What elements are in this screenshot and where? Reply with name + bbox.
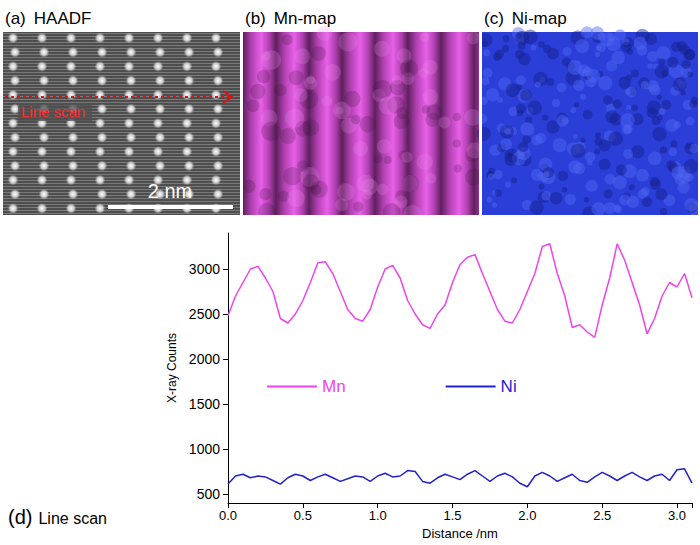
svg-text:Mn: Mn (322, 377, 346, 396)
svg-text:1000: 1000 (189, 441, 220, 457)
svg-text:2.0: 2.0 (518, 508, 536, 523)
html-text:(d) Line scan: (d) Line scan (8, 506, 107, 528)
svg-text:(a)HAADF: (a)HAADF (5, 9, 91, 28)
svg-text:1.5: 1.5 (443, 508, 461, 523)
svg-text:(c)Ni-map: (c)Ni-map (484, 9, 567, 28)
svg-text:0.5: 0.5 (294, 508, 312, 523)
svg-text:1500: 1500 (189, 396, 220, 412)
svg-text:1.0: 1.0 (369, 508, 387, 523)
svg-text:Ni: Ni (501, 377, 517, 396)
svg-text:2 nm: 2 nm (148, 180, 192, 202)
svg-text:(b)Mn-map: (b)Mn-map (245, 9, 336, 28)
svg-text:2.5: 2.5 (593, 508, 611, 523)
svg-text:Line scan: Line scan (21, 103, 85, 120)
svg-text:3.0: 3.0 (668, 508, 686, 523)
svg-text:Distance /nm: Distance /nm (422, 526, 498, 541)
svg-text:3000: 3000 (189, 261, 220, 277)
svg-text:500: 500 (197, 486, 221, 502)
svg-text:2500: 2500 (189, 306, 220, 322)
svg-text:2000: 2000 (189, 351, 220, 367)
svg-text:0.0: 0.0 (219, 508, 237, 523)
svg-text:X-ray Counts: X-ray Counts (165, 333, 179, 403)
